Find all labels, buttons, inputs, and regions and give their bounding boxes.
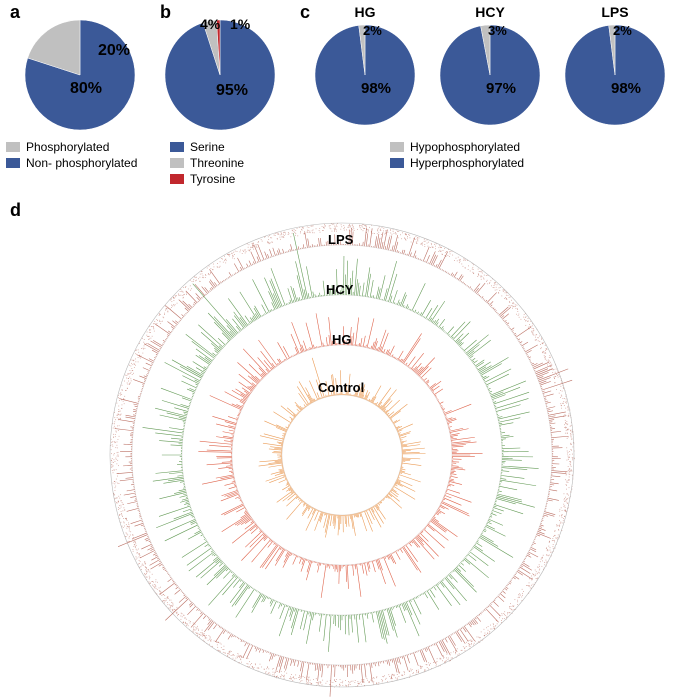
pie-pct-label: 3% <box>488 23 507 38</box>
pie-pct-label: 80% <box>70 80 102 97</box>
pie-pct-label: 20% <box>98 42 130 59</box>
legend-swatch <box>390 142 404 152</box>
pie-pct-label: 1% <box>230 16 251 32</box>
legend-item: Hyperphosphorylated <box>390 156 524 170</box>
pie-pct-label: 4% <box>200 16 221 32</box>
ring-hg <box>198 313 482 598</box>
legend-b: Serine Threonine Tyrosine <box>170 140 244 188</box>
legend-swatch <box>6 142 20 152</box>
legend-item: Tyrosine <box>170 172 244 186</box>
legend-swatch <box>170 142 184 152</box>
legend-swatch <box>6 158 20 168</box>
legend-text: Serine <box>190 140 225 154</box>
legend-item: Hypophosphorylated <box>390 140 524 154</box>
pie-pct-label: 98% <box>361 80 391 97</box>
legend-swatch <box>170 158 184 168</box>
pie-pct-label: 97% <box>486 80 516 97</box>
legend-text: Non- phosphorylated <box>26 156 137 170</box>
legend-swatch <box>170 174 184 184</box>
pie-pct-label: 2% <box>613 23 632 38</box>
ring-label-lps: LPS <box>328 232 353 247</box>
legend-item: Non- phosphorylated <box>6 156 137 170</box>
legend-text: Threonine <box>190 156 244 170</box>
pie-pct-label: 98% <box>611 80 641 97</box>
legend-item: Serine <box>170 140 244 154</box>
legend-text: Tyrosine <box>190 172 235 186</box>
ring-label-hg: HG <box>332 332 352 347</box>
ring-baseline <box>282 395 402 515</box>
ring-label-control: Control <box>318 380 364 395</box>
legend-text: Hypophosphorylated <box>410 140 520 154</box>
figure-svg: 80% 20% 95% 4% 1% 98% 2% 97% 3% 98% 2% <box>0 0 685 697</box>
legend-item: Phosphorylated <box>6 140 137 154</box>
pie-pct-label: 2% <box>363 23 382 38</box>
legend-swatch <box>390 158 404 168</box>
legend-c: Hypophosphorylated Hyperphosphorylated <box>390 140 524 172</box>
legend-text: Hyperphosphorylated <box>410 156 524 170</box>
ring-baseline <box>232 345 452 565</box>
ring-label-hcy: HCY <box>326 282 353 297</box>
legend-item: Threonine <box>170 156 244 170</box>
pie-pct-label: 95% <box>216 82 248 99</box>
legend-a: Phosphorylated Non- phosphorylated <box>6 140 137 172</box>
legend-text: Phosphorylated <box>26 140 109 154</box>
ring-baseline <box>132 245 552 665</box>
